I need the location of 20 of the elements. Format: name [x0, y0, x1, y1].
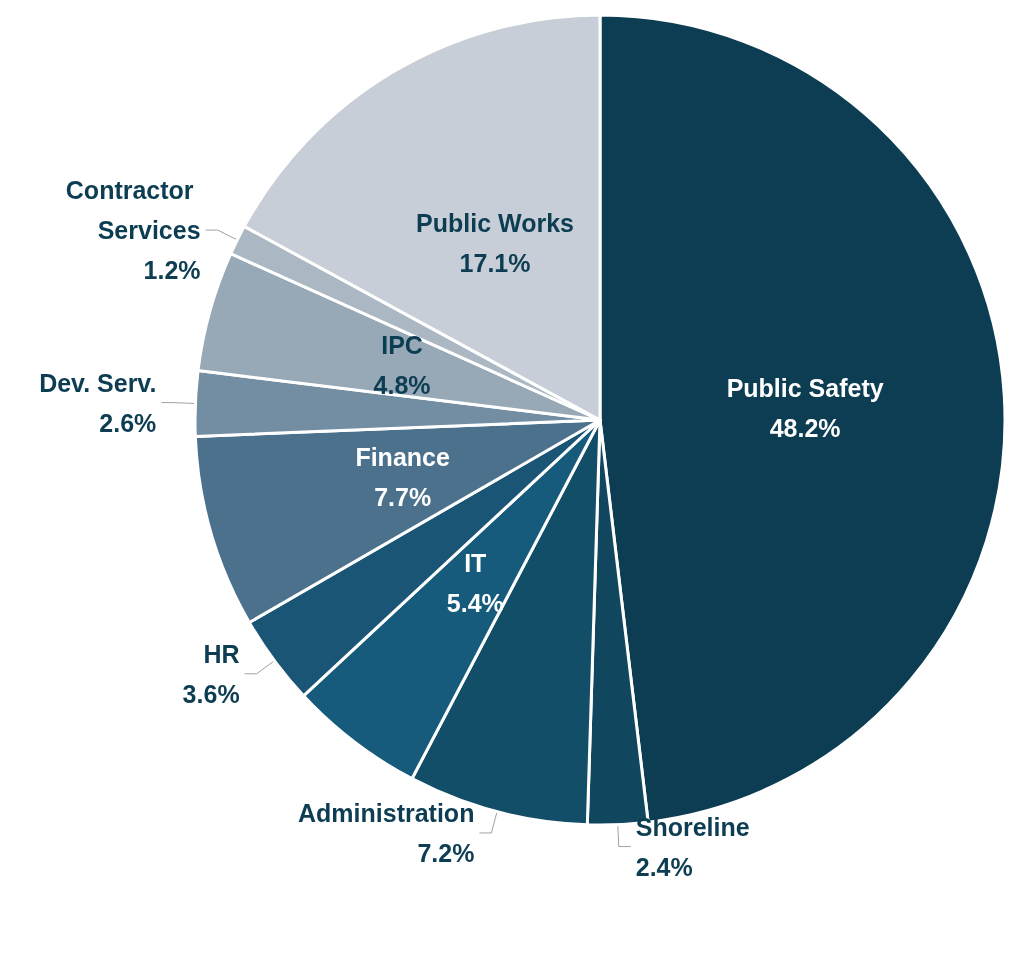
data-label: 48.2%: [769, 413, 841, 442]
slice-label: Dev. Serv.: [39, 368, 157, 397]
data-label: 2.4%: [635, 852, 693, 881]
slice-label: IT: [464, 549, 487, 578]
slice-label: IPC: [381, 330, 423, 359]
data-label: 2.6%: [99, 408, 157, 437]
slice-label: Shoreline: [635, 812, 750, 841]
slice-label: Contractor Services: [65, 176, 201, 245]
slice-label: HR: [203, 639, 240, 668]
data-label: 7.7%: [374, 483, 432, 512]
data-label: 7.2%: [417, 838, 475, 867]
data-label: 3.6%: [182, 679, 240, 708]
slice-label: Finance: [355, 443, 450, 472]
data-label: 1.2%: [143, 256, 201, 285]
slice-label: Public Works: [416, 209, 574, 238]
data-label: 5.4%: [446, 589, 504, 618]
slice-label: Public Safety: [726, 373, 884, 402]
data-label: 4.8%: [373, 370, 431, 399]
data-label: 17.1%: [459, 249, 531, 278]
slice-label: Administration: [298, 798, 475, 827]
